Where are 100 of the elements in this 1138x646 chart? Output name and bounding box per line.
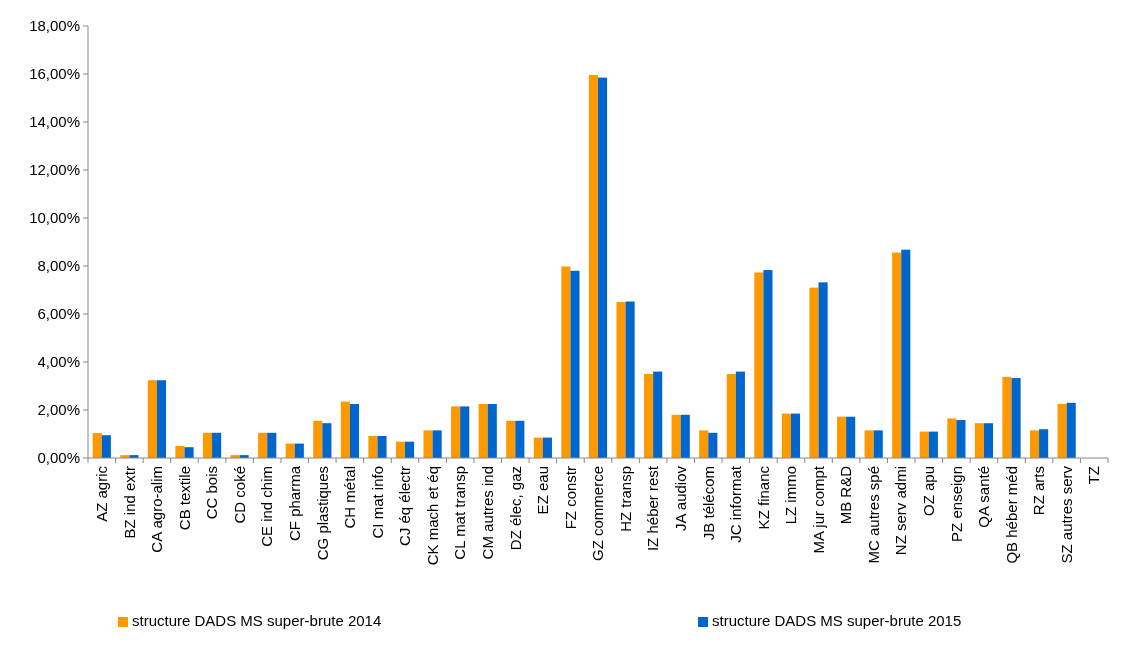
bar: [313, 420, 323, 458]
bar: [754, 272, 764, 458]
x-tick-label: JC informat: [727, 465, 745, 543]
bar: [864, 430, 874, 458]
bar: [423, 430, 433, 458]
x-tick-label: MA jur compt: [809, 465, 827, 554]
bar: [542, 437, 552, 458]
x-tick-label: CC bois: [203, 466, 221, 520]
bar: [846, 416, 856, 458]
y-tick-label: 4,00%: [37, 353, 80, 371]
x-tick-label: CD coké: [230, 466, 248, 524]
bar: [892, 252, 902, 458]
bar: [1029, 430, 1040, 458]
bar: [349, 404, 359, 458]
bar: [809, 287, 819, 458]
bar: [1066, 402, 1076, 458]
x-tick-label: CI mat info: [368, 466, 386, 539]
x-tick-label: LZ immo: [782, 466, 800, 525]
x-tick-label: SZ autres serv: [1057, 465, 1075, 564]
bar: [258, 432, 268, 458]
bar: [570, 270, 580, 458]
bar: [763, 270, 773, 458]
bar: [395, 441, 406, 458]
bar: [625, 301, 635, 458]
bar: [947, 418, 957, 458]
x-tick-label: CJ éq électr: [396, 466, 414, 547]
x-tick-label: IZ héber rest: [644, 465, 662, 552]
x-tick-label: MC autres spé: [864, 466, 882, 564]
x-tick-label: CB textile: [175, 466, 193, 531]
bar: [212, 432, 222, 458]
x-tick-label: DZ élec, gaz: [506, 466, 524, 551]
x-tick-label: CK mach et éq: [423, 466, 441, 566]
x-tick-label: JB télécom: [699, 466, 717, 541]
x-tick-label: CA agro-alim: [148, 466, 166, 553]
bar: [588, 74, 598, 458]
bar: [873, 430, 883, 458]
x-tick-label: AZ agric: [93, 465, 111, 522]
x-tick-label: HZ transp: [616, 466, 634, 532]
y-tick-label: 12,00%: [29, 161, 80, 179]
bar: [919, 431, 929, 458]
x-tick-label: PZ enseign: [947, 466, 965, 542]
x-tick-label: CE ind chim: [258, 466, 276, 547]
bar: [781, 413, 791, 458]
bar: [156, 380, 167, 458]
bar: [837, 416, 847, 458]
x-tick-label: CH métal: [341, 466, 359, 529]
bar: [790, 413, 801, 458]
bar: [818, 282, 828, 458]
bar: [451, 406, 461, 458]
bar: [616, 302, 626, 458]
bar: [533, 437, 543, 458]
x-tick-label: CG plastiques: [313, 466, 331, 561]
bar: [1011, 378, 1021, 458]
bar: [322, 423, 332, 458]
x-tick-label: FZ constr: [561, 466, 579, 530]
bar: [671, 414, 681, 458]
bar: [708, 432, 718, 458]
bar: [735, 371, 745, 458]
x-tick-label: CL mat transp: [451, 466, 469, 560]
bar: [726, 374, 736, 458]
bar: [956, 420, 966, 458]
bar: [267, 432, 277, 458]
x-tick-label: QA santé: [975, 466, 993, 528]
bar: [515, 420, 525, 458]
x-tick-label: OZ apu: [920, 466, 938, 517]
y-tick-label: 8,00%: [37, 257, 80, 275]
y-tick-label: 0,00%: [37, 449, 80, 467]
bar: [377, 435, 387, 458]
bar: [928, 431, 938, 458]
bar: [460, 406, 470, 458]
bar: [680, 414, 690, 458]
bar: [506, 420, 516, 458]
bar: [983, 423, 994, 458]
bar: [340, 401, 350, 458]
bar: [202, 432, 213, 458]
x-tick-label: KZ financ: [754, 465, 772, 530]
y-tick-label: 18,00%: [29, 17, 80, 35]
bar: [101, 435, 111, 458]
x-tick-label: GZ commerce: [589, 466, 607, 562]
y-tick-label: 2,00%: [37, 401, 80, 419]
bar: [478, 404, 488, 458]
legend-label: structure DADS MS super-brute 2015: [712, 612, 962, 629]
x-tick-label: NZ serv admi: [892, 466, 910, 556]
y-tick-label: 10,00%: [29, 209, 80, 227]
bar: [699, 430, 709, 458]
bar: [405, 441, 415, 458]
x-tick-label: TZ: [1085, 466, 1103, 485]
x-tick-label: JA audiov: [671, 465, 689, 532]
bar: [1002, 376, 1012, 458]
y-tick-label: 16,00%: [29, 65, 80, 83]
bar: [368, 435, 378, 458]
bar: [184, 447, 194, 458]
bar: [487, 404, 497, 458]
legend-label: structure DADS MS super-brute 2014: [132, 612, 382, 629]
x-tick-label: QB héber méd: [1002, 466, 1020, 564]
x-tick-label: EZ eau: [534, 466, 552, 515]
bar: [92, 433, 102, 458]
bar: [432, 430, 442, 458]
bar: [1057, 404, 1067, 458]
bar: [644, 374, 654, 458]
